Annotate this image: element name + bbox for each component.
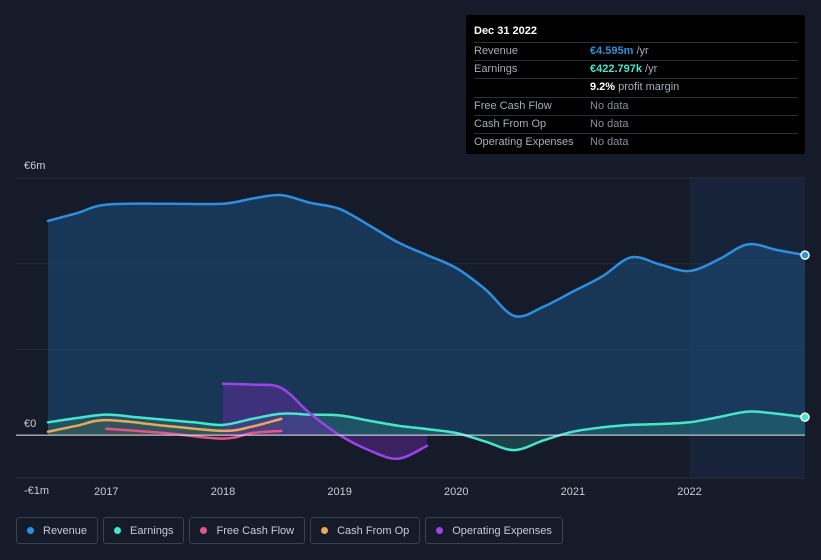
x-tick-label: 2022 <box>677 486 701 498</box>
operating-expenses-area <box>223 383 428 459</box>
legend-dot-icon <box>114 527 122 534</box>
legend-item-revenue[interactable]: Revenue <box>16 517 99 544</box>
legend-dot-icon <box>27 527 34 534</box>
tooltip-value: €4.595m <box>590 45 634 57</box>
tooltip-row-margin: 9.2% profit margin <box>474 78 798 96</box>
legend-item-operating-expenses[interactable]: Operating Expenses <box>425 517 563 544</box>
earnings-line <box>46 410 807 452</box>
legend-label: Free Cash Flow <box>216 524 295 537</box>
tooltip-value: No data <box>590 135 629 148</box>
y-tick-label: -€1m <box>24 485 49 497</box>
tooltip-value: €422.797k <box>590 63 642 76</box>
tooltip-value: No data <box>590 99 629 112</box>
legend-label: Cash From Op <box>337 524 410 537</box>
tooltip-label: Operating Expenses <box>474 135 574 148</box>
operating-expenses-line <box>221 382 429 460</box>
tooltip-label: Revenue <box>474 45 519 57</box>
tooltip-row-earnings: Earnings €422.797k /yr <box>474 60 798 78</box>
revenue-area <box>48 194 805 436</box>
legend-dot-icon <box>200 527 208 534</box>
tooltip-value: No data <box>590 117 629 130</box>
legend-dot-icon <box>436 527 444 534</box>
tooltip-unit: /yr <box>633 45 649 57</box>
legend-item-earnings[interactable]: Earnings <box>103 517 185 544</box>
cash-from-op-line <box>46 417 283 433</box>
tooltip-date: Dec 31 2022 <box>474 25 537 37</box>
tooltip-label: Free Cash Flow <box>474 99 552 112</box>
tooltip-row-cash-from-op: Cash From Op No data <box>474 114 798 133</box>
x-tick-label: 2018 <box>211 486 235 498</box>
earnings-area <box>48 411 805 451</box>
legend-label: Earnings <box>130 524 174 537</box>
legend-dot-icon <box>321 527 329 534</box>
free-cash-flow-line <box>105 427 283 440</box>
revenue-line <box>46 193 807 318</box>
legend-item-free-cash-flow[interactable]: Free Cash Flow <box>189 517 306 544</box>
tooltip-value: 9.2% <box>590 81 616 94</box>
x-tick-label: 2017 <box>94 486 118 498</box>
tooltip-panel: Dec 31 2022 Revenue €4.595m /yr Earnings… <box>466 15 805 154</box>
x-tick-label: 2021 <box>561 486 585 498</box>
x-tick-label: 2019 <box>327 486 351 498</box>
tooltip-row-free-cash-flow: Free Cash Flow No data <box>474 96 798 115</box>
legend: Revenue Earnings Free Cash Flow Cash Fro… <box>16 517 563 544</box>
tooltip-row-revenue: Revenue €4.595m /yr <box>474 42 798 60</box>
legend-label: Revenue <box>43 524 88 537</box>
tooltip-label: Cash From Op <box>474 117 547 130</box>
legend-label: Operating Expenses <box>452 524 552 537</box>
tooltip-label <box>474 79 590 96</box>
earnings-end-marker <box>800 412 810 422</box>
legend-item-cash-from-op[interactable]: Cash From Op <box>310 517 421 544</box>
y-tick-label: €0 <box>24 418 36 430</box>
tooltip-row-operating-expenses: Operating Expenses No data <box>474 132 798 151</box>
revenue-end-marker <box>800 250 810 260</box>
tooltip-label: Earnings <box>474 63 518 76</box>
tooltip-unit: /yr <box>642 63 658 76</box>
x-tick-label: 2020 <box>444 486 468 498</box>
tooltip-unit: profit margin <box>615 81 680 94</box>
y-tick-label: €6m <box>24 160 45 172</box>
